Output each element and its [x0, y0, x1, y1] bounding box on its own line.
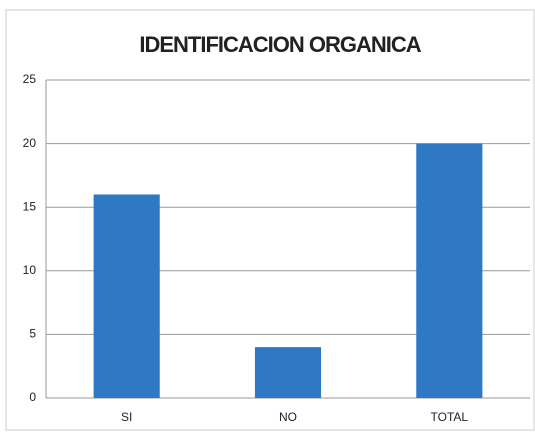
- y-tick-label: 5: [29, 327, 36, 341]
- chart-title: IDENTIFICACION ORGANICA: [139, 32, 421, 57]
- x-tick-label: SI: [121, 410, 132, 424]
- bar: [416, 143, 483, 398]
- x-tick-label: TOTAL: [431, 410, 469, 424]
- x-tick-label: NO: [279, 410, 297, 424]
- y-tick-label: 0: [29, 390, 36, 404]
- y-tick-label: 20: [23, 136, 37, 150]
- bar: [93, 194, 160, 398]
- bar: [254, 347, 322, 398]
- y-tick-label: 15: [23, 199, 37, 213]
- y-tick-label: 25: [23, 72, 37, 86]
- y-tick-label: 10: [23, 263, 37, 277]
